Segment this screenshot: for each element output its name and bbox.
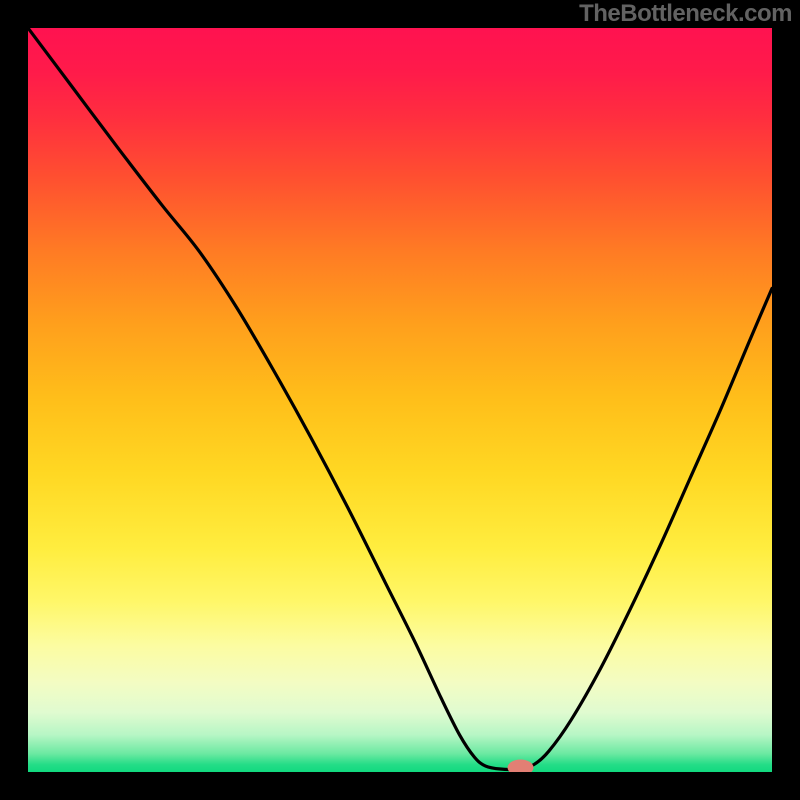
chart-container: TheBottleneck.com (0, 0, 800, 800)
attribution-text: TheBottleneck.com (579, 0, 792, 28)
plot-area (28, 28, 772, 772)
plot-svg (28, 28, 772, 772)
gradient-background (28, 28, 772, 772)
